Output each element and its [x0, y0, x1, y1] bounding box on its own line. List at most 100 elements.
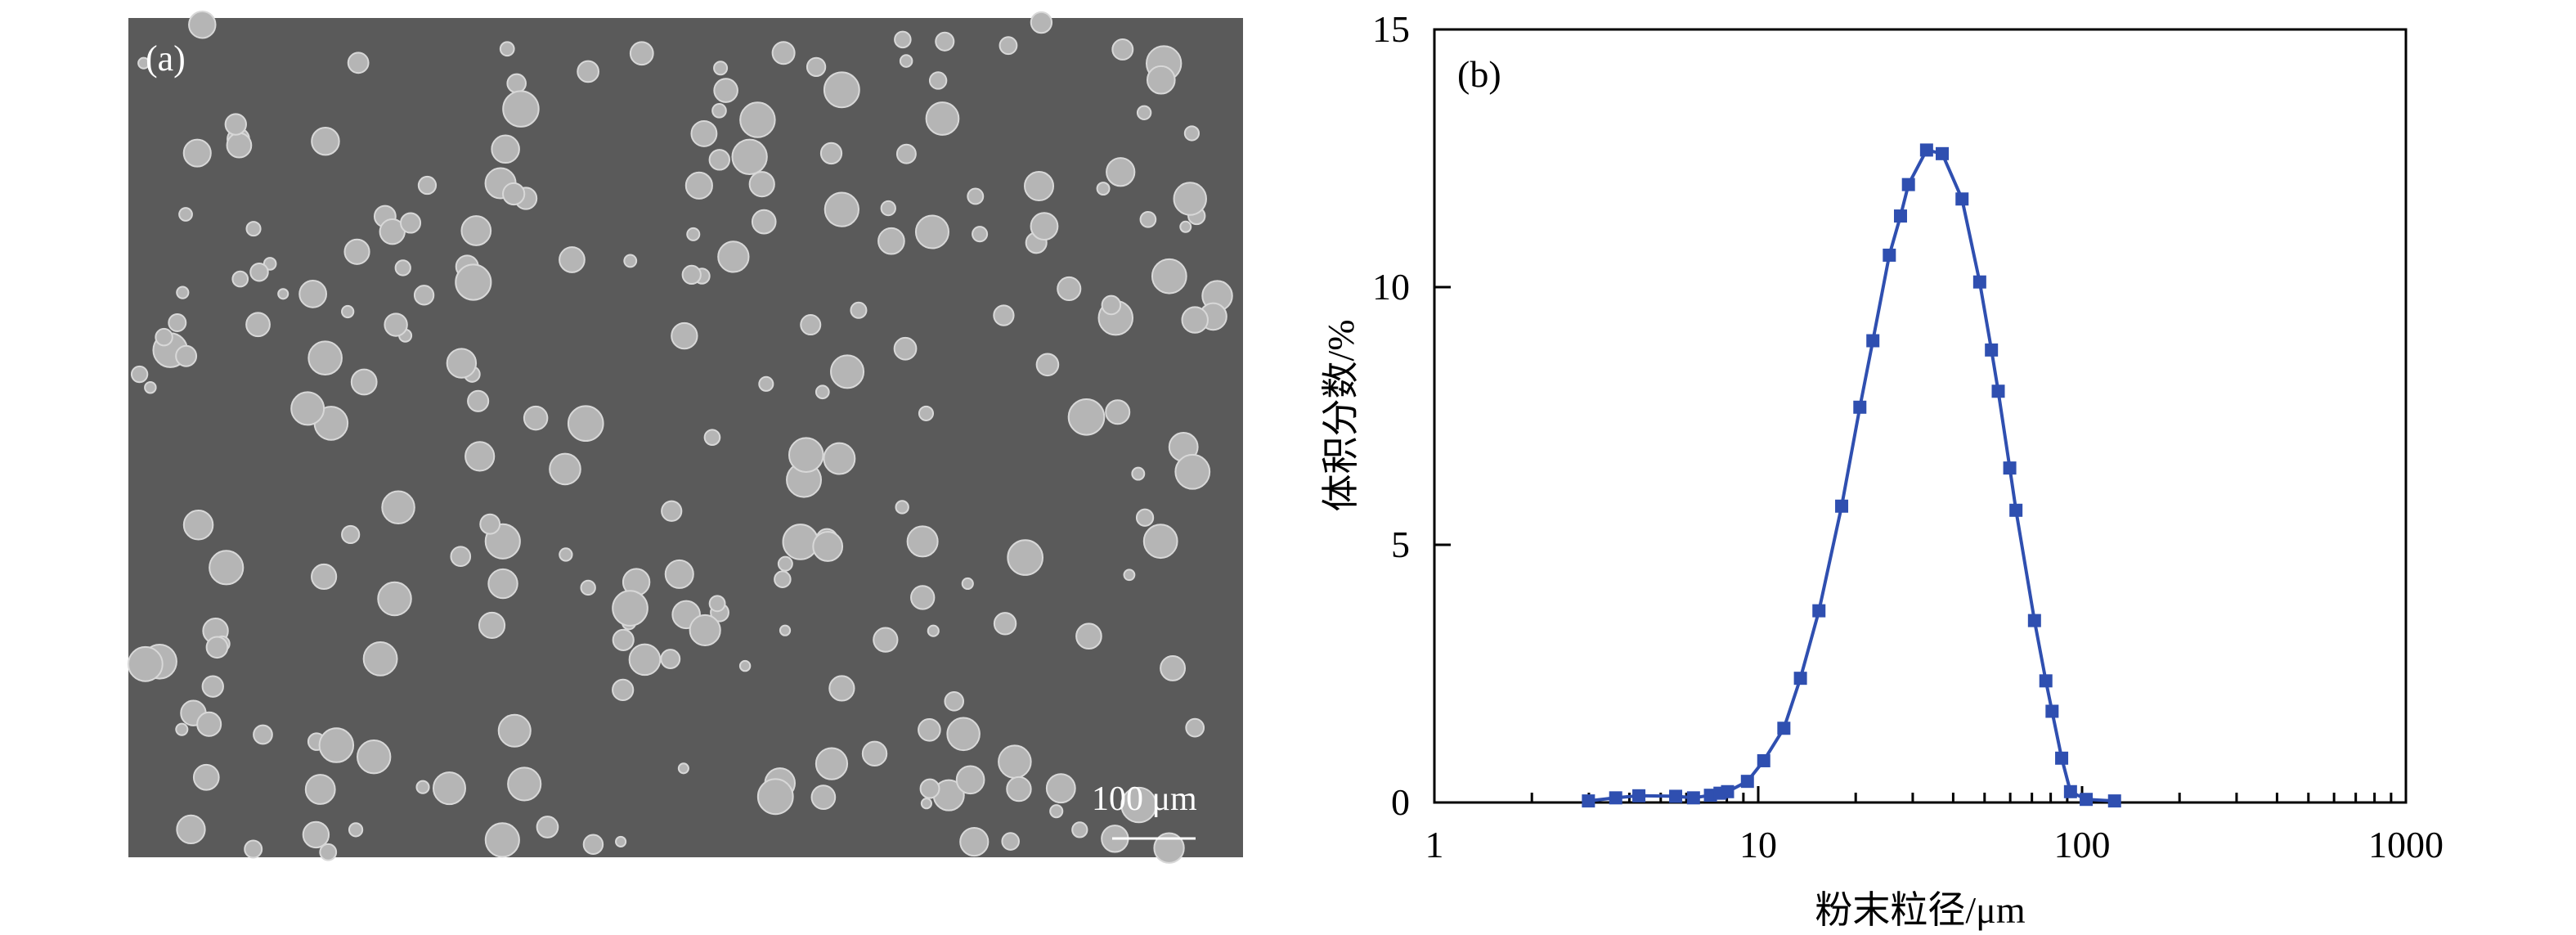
particle: [432, 771, 466, 806]
particle: [1007, 539, 1044, 576]
particle: [302, 820, 330, 849]
data-point: [1609, 791, 1622, 805]
data-point: [2055, 751, 2069, 765]
particle: [812, 531, 844, 562]
particle: [1183, 125, 1200, 142]
particle: [1035, 353, 1060, 377]
particle: [967, 187, 985, 205]
particle: [612, 678, 635, 701]
particle: [549, 452, 581, 486]
particle: [1030, 212, 1059, 241]
particle: [580, 579, 596, 596]
particle: [925, 101, 960, 136]
particle: [502, 90, 540, 128]
particle: [415, 780, 430, 794]
particle: [127, 645, 164, 682]
data-point: [1582, 794, 1595, 808]
particle: [713, 61, 729, 76]
particle: [928, 71, 948, 90]
particle: [577, 60, 599, 83]
particle: [918, 405, 935, 421]
particle: [1075, 623, 1102, 650]
particle: [144, 380, 157, 394]
data-point: [2039, 674, 2053, 688]
particle: [1105, 399, 1131, 425]
y-tick-label: 15: [1372, 8, 1410, 50]
particle: [677, 762, 689, 775]
particle: [343, 238, 370, 265]
particle: [1024, 171, 1055, 202]
particle: [1131, 466, 1146, 481]
particle: [664, 559, 694, 589]
particle: [628, 643, 662, 677]
particle: [806, 56, 827, 78]
particle: [823, 442, 856, 475]
data-point: [1740, 775, 1754, 789]
particle: [671, 321, 698, 350]
particle: [927, 624, 940, 637]
particle: [1146, 65, 1176, 95]
particle: [502, 182, 526, 206]
particle: [245, 312, 271, 338]
particle: [192, 763, 220, 791]
data-point: [2063, 784, 2077, 798]
particle: [774, 570, 792, 588]
particle: [479, 513, 501, 535]
particle: [777, 555, 793, 572]
particle: [137, 56, 150, 70]
particle: [1142, 524, 1178, 560]
data-point: [1812, 604, 1826, 618]
particle: [788, 437, 824, 473]
particle: [756, 778, 794, 816]
particle: [800, 314, 822, 336]
particle: [1151, 258, 1187, 294]
data-point: [2027, 614, 2041, 627]
x-tick-label: 10: [1739, 824, 1777, 865]
series-markers: [1582, 143, 2121, 808]
data-point: [1669, 789, 1683, 803]
panel-a-label: (a): [146, 38, 186, 79]
particle: [231, 270, 249, 288]
particle: [1135, 508, 1155, 527]
particle: [894, 30, 912, 49]
particle: [559, 246, 586, 273]
particle: [188, 10, 217, 39]
particle: [1185, 717, 1205, 738]
data-point: [1985, 343, 1999, 357]
data-point: [2080, 793, 2094, 807]
particle: [384, 312, 408, 337]
data-point: [2003, 461, 2017, 475]
particle: [341, 524, 361, 545]
size-distribution-chart: 1 10 100 1000 0 5 10 15 (b) 粉末粒径/μm 体积分数/%: [1320, 8, 2444, 931]
data-point: [1686, 791, 1700, 805]
data-point: [1777, 721, 1791, 735]
particle: [381, 490, 415, 525]
data-point: [1955, 192, 1969, 206]
particle: [661, 500, 683, 522]
x-tick-label: 100: [2054, 824, 2111, 865]
particle: [873, 627, 899, 653]
particle: [209, 550, 245, 586]
particle: [298, 280, 328, 308]
y-tick-labels: 0 5 10 15: [1372, 8, 1410, 823]
particle: [304, 774, 336, 805]
particle: [417, 175, 438, 196]
y-tick-label: 0: [1391, 781, 1410, 823]
particle: [955, 765, 985, 795]
particle: [748, 171, 775, 198]
particle: [176, 285, 190, 299]
particle: [1120, 786, 1157, 824]
data-point: [1721, 784, 1735, 798]
data-point: [1901, 178, 1915, 191]
sem-image-panel: (a) 100 μm: [127, 10, 1243, 864]
particle: [311, 126, 340, 156]
particle: [629, 41, 654, 66]
plot-frame: [1433, 28, 2408, 804]
particle: [946, 717, 981, 752]
particle: [536, 816, 559, 838]
particle: [708, 149, 731, 171]
particle: [999, 36, 1018, 56]
particle: [1096, 182, 1111, 196]
particle: [612, 628, 635, 651]
particle: [895, 500, 909, 515]
